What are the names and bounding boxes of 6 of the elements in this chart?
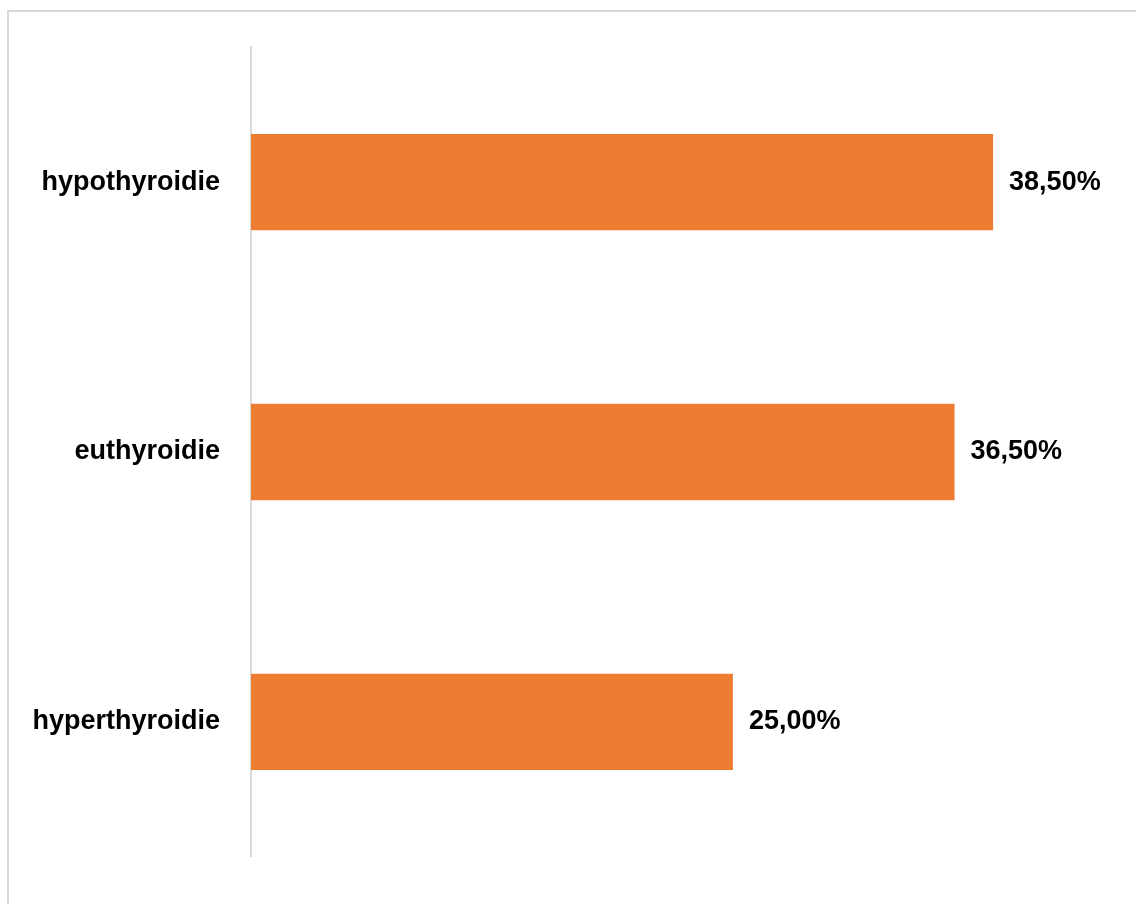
data-label: 25,00% xyxy=(748,705,841,736)
y-tick-label: euthyroidie xyxy=(74,435,220,466)
y-tick-label: hypothyroidie xyxy=(41,165,220,196)
y-tick-label: hyperthyroidie xyxy=(32,705,220,736)
data-label: 36,50% xyxy=(970,435,1063,466)
data-label: 38,50% xyxy=(1009,165,1101,196)
